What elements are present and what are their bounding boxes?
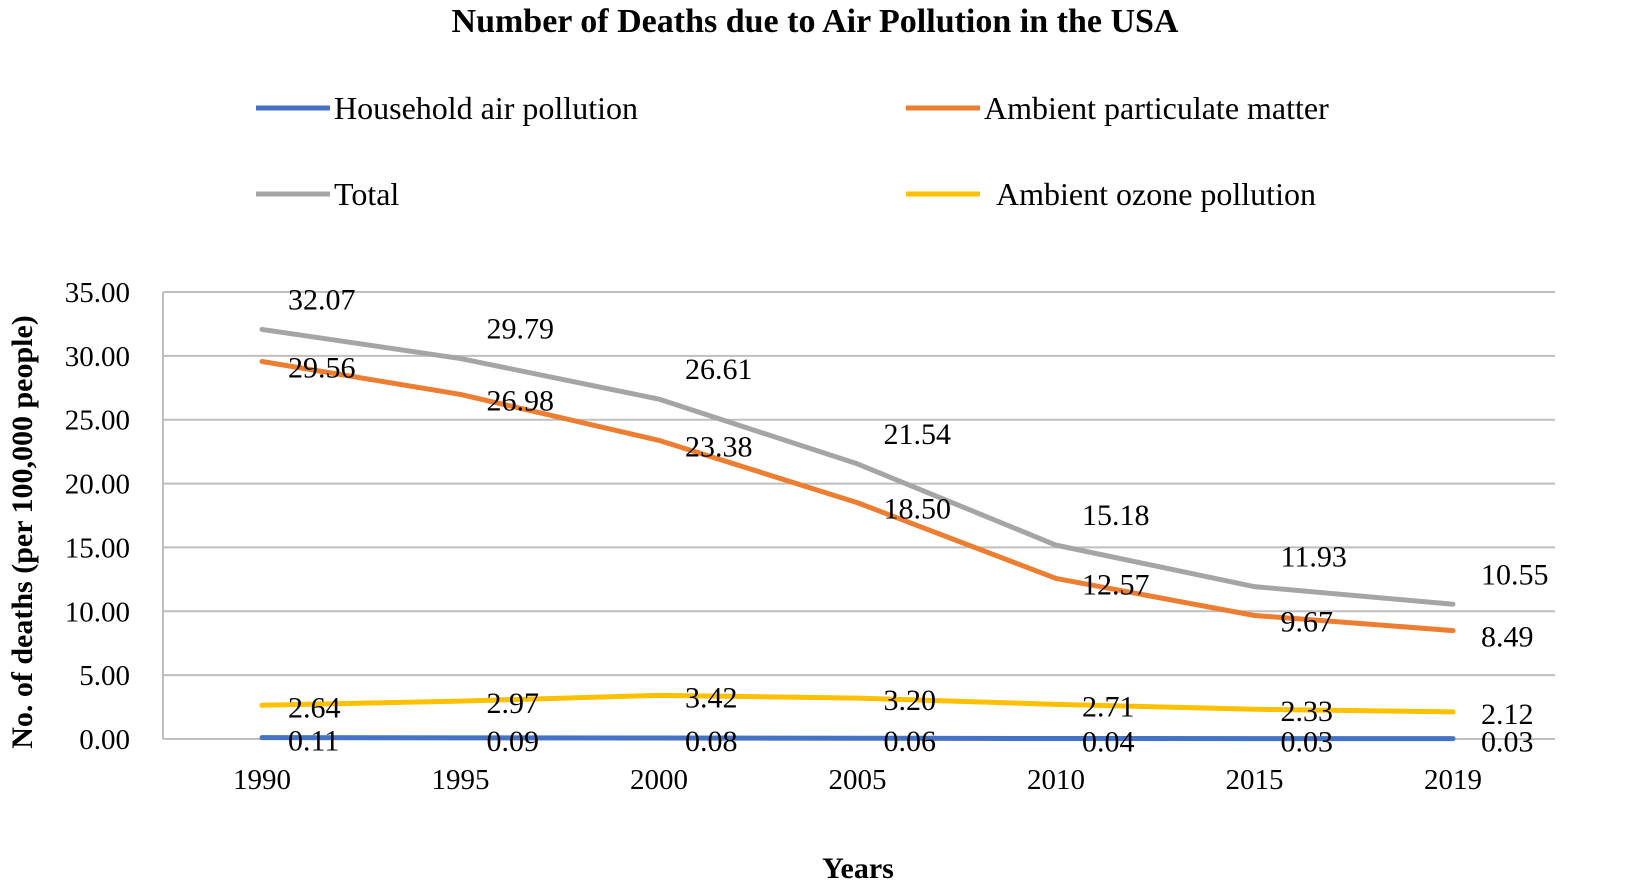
- legend-label-total: Total: [334, 176, 399, 212]
- data-label: 21.54: [884, 418, 952, 451]
- data-label: 2.33: [1281, 695, 1334, 728]
- data-label: 2.12: [1481, 698, 1534, 731]
- data-label: 0.11: [288, 725, 339, 758]
- data-label: 26.61: [685, 353, 753, 386]
- data-label: 29.56: [288, 351, 356, 384]
- legend-label-ozone: Ambient ozone pollution: [996, 176, 1316, 212]
- series-line-total: [259, 326, 1456, 607]
- x-tick-label: 2019: [1424, 764, 1482, 796]
- y-axis-ticks: 0.00 5.00 10.00 15.00 20.00 25.00 30.00 35.00: [65, 277, 130, 756]
- legend-label-household: Household air pollution: [334, 90, 638, 126]
- legend: Household air pollution Ambient particul…: [256, 90, 1329, 212]
- data-label: 3.42: [685, 681, 738, 714]
- y-tick-label: 5.00: [79, 660, 130, 692]
- legend-item-total: Total: [256, 176, 399, 212]
- data-label: 3.20: [884, 684, 937, 717]
- data-label: 0.04: [1082, 725, 1135, 758]
- legend-item-ozone: Ambient ozone pollution: [906, 176, 1316, 212]
- data-labels: 0.11 0.09 0.08 0.06 0.04 0.03 0.03 29.56 26.98 23…: [288, 283, 1549, 758]
- x-tick-label: 1990: [233, 764, 291, 796]
- chart-title: Number of Deaths due to Air Pollution in…: [452, 3, 1179, 40]
- data-label: 26.98: [487, 384, 555, 417]
- data-label: 29.79: [487, 313, 555, 346]
- y-tick-label: 20.00: [65, 469, 130, 501]
- y-tick-label: 0.00: [79, 724, 130, 756]
- x-tick-label: 2010: [1027, 764, 1085, 796]
- data-label: 15.18: [1082, 499, 1150, 532]
- series-line-household-air-pollution: [259, 735, 1456, 742]
- data-label: 32.07: [288, 283, 356, 316]
- series-lines: [259, 326, 1456, 742]
- data-label: 0.03: [1481, 726, 1534, 759]
- legend-label-particulate: Ambient particulate matter: [984, 90, 1329, 126]
- data-label: 9.67: [1281, 606, 1334, 639]
- data-label: 2.71: [1082, 690, 1135, 723]
- data-label: 10.55: [1481, 558, 1549, 591]
- data-label: 0.08: [685, 725, 738, 758]
- x-axis-ticks: 1990 1995 2000 2005 2010 2015 2019: [233, 764, 1482, 796]
- y-tick-label: 15.00: [65, 532, 130, 564]
- y-axis-title: No. of deaths (per 100,000 people): [6, 315, 39, 749]
- x-tick-label: 2005: [829, 764, 887, 796]
- series-line-ambient-ozone-pollution: [259, 692, 1456, 715]
- y-tick-label: 35.00: [65, 277, 130, 309]
- x-tick-label: 2000: [630, 764, 688, 796]
- data-label: 18.50: [884, 493, 952, 526]
- x-tick-label: 1995: [432, 764, 490, 796]
- x-tick-label: 2015: [1226, 764, 1284, 796]
- x-axis-title: Years: [822, 852, 894, 884]
- data-label: 11.93: [1281, 541, 1347, 574]
- data-label: 23.38: [685, 430, 753, 463]
- legend-item-household: Household air pollution: [256, 90, 638, 126]
- data-label: 0.06: [884, 725, 937, 758]
- y-tick-label: 25.00: [65, 405, 130, 437]
- data-label: 8.49: [1481, 621, 1534, 654]
- series-line-ambient-particulate-matter: [259, 358, 1456, 634]
- legend-item-particulate: Ambient particulate matter: [906, 90, 1329, 126]
- data-label: 0.03: [1281, 726, 1334, 759]
- gridlines: [162, 291, 1555, 740]
- data-label: 2.64: [288, 691, 341, 724]
- data-label: 2.97: [487, 687, 540, 720]
- y-tick-label: 10.00: [65, 596, 130, 628]
- data-label: 0.09: [487, 725, 540, 758]
- y-tick-label: 30.00: [65, 341, 130, 373]
- data-label: 12.57: [1082, 568, 1150, 601]
